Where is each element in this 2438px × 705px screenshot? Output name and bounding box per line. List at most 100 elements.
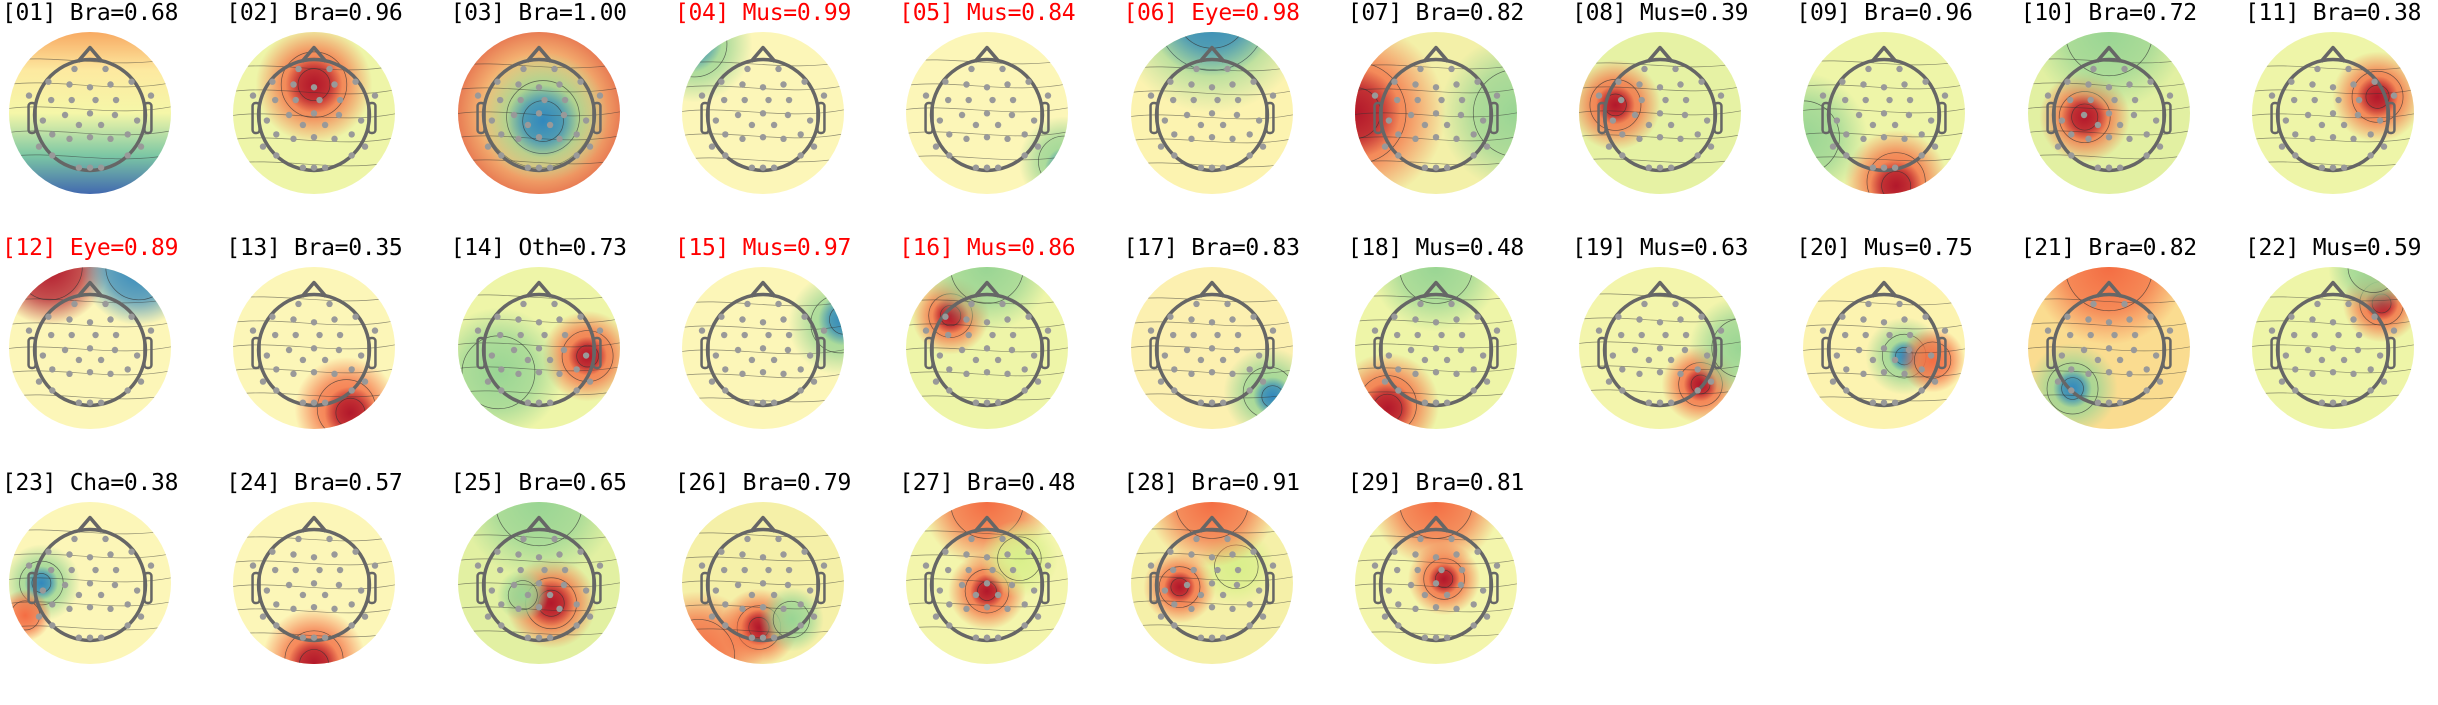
electrode-marker — [1470, 366, 1477, 373]
electrode-marker — [1906, 111, 1913, 119]
nose-icon — [973, 280, 1001, 298]
electrode-marker — [300, 121, 307, 129]
ear-left-icon — [27, 571, 37, 605]
electrode-marker — [995, 356, 1002, 364]
electrode-marker — [322, 356, 329, 364]
electrode-marker — [1860, 370, 1868, 378]
electrode-marker — [1493, 92, 1500, 99]
electrode-marker — [1843, 152, 1850, 159]
electrode-marker — [1698, 78, 1705, 85]
electrode-marker — [2345, 300, 2352, 308]
electrode-marker — [1234, 566, 1241, 574]
electrode-marker — [2105, 319, 2112, 326]
electrode-marker — [1213, 331, 1221, 339]
electrode-marker — [1417, 300, 1424, 308]
electrode-marker — [1223, 65, 1231, 73]
electrode-marker — [273, 387, 280, 394]
electrode-marker — [1147, 327, 1154, 334]
electrode-marker — [1432, 164, 1439, 171]
electrode-marker — [300, 591, 307, 599]
ear-left-icon — [1597, 336, 1607, 370]
electrode-marker — [2087, 331, 2094, 339]
electrode-marker — [311, 133, 318, 141]
electrode-marker — [1004, 605, 1011, 613]
electrode-marker — [336, 346, 343, 354]
electrode-marker — [1197, 121, 1204, 129]
topomap-panel: [01] Bra=0.68 — [0, 0, 224, 235]
electrode-marker — [35, 143, 43, 150]
electrode-marker — [1169, 566, 1176, 574]
contour-line — [2027, 321, 2190, 328]
contour-line — [1579, 109, 1742, 116]
electrode-marker — [785, 331, 793, 339]
electrode-marker — [2350, 316, 2357, 323]
ear-right-icon — [1040, 571, 1050, 605]
electrode-marker — [806, 352, 814, 359]
electrode-marker — [286, 581, 293, 589]
electrode-marker — [718, 78, 725, 85]
electrode-marker — [698, 327, 706, 334]
electrode-marker — [721, 387, 729, 394]
electrode-marker — [1860, 135, 1868, 143]
component-title: [25] Bra=0.65 — [450, 470, 627, 496]
contour-line — [1354, 61, 1407, 165]
electrode-marker — [97, 399, 105, 406]
electrode-marker — [936, 587, 944, 594]
ear-left-icon — [475, 336, 486, 370]
electrode-marker — [1474, 78, 1481, 85]
electrode-marker — [1208, 319, 1215, 326]
electrode-marker — [923, 92, 930, 99]
electrode-marker — [75, 164, 83, 171]
electrode-marker — [1197, 634, 1204, 641]
ear-right-icon — [816, 336, 826, 370]
electrode-marker — [1414, 331, 1421, 339]
electrode-marker — [946, 387, 953, 394]
electrode-marker — [1432, 133, 1439, 141]
electrode-marker — [1245, 622, 1253, 629]
electrode-marker — [560, 346, 567, 354]
electrode-marker — [497, 601, 505, 608]
electrode-marker — [260, 378, 267, 385]
scalp-topomap — [9, 32, 171, 194]
contour-line — [457, 605, 620, 612]
electrode-marker — [25, 327, 33, 334]
contour-line — [2252, 136, 2414, 143]
electrode-marker — [66, 135, 73, 143]
electrode-marker — [1407, 346, 1415, 354]
electrode-marker — [1219, 634, 1226, 641]
electrode-marker — [555, 551, 563, 558]
electrode-marker — [1618, 96, 1625, 104]
electrode-marker — [1901, 316, 1909, 323]
electrode-marker — [1391, 78, 1398, 85]
electrode-marker — [2087, 96, 2094, 104]
electrode-marker — [720, 566, 728, 574]
electrode-marker — [524, 121, 531, 129]
electrode-marker — [720, 96, 728, 104]
electrode-marker — [946, 131, 953, 138]
electrode-marker — [1432, 319, 1439, 326]
electrode-marker — [1391, 313, 1398, 320]
electrode-marker — [1004, 81, 1011, 88]
electrode-marker — [535, 399, 542, 406]
electrode-marker — [1906, 346, 1913, 354]
electrode-marker — [770, 399, 778, 406]
electrode-marker — [759, 603, 767, 611]
electrode-marker — [1219, 164, 1226, 171]
component-title: [07] Bra=0.82 — [1347, 0, 1524, 26]
contour-line — [1803, 131, 1966, 138]
electrode-marker — [1010, 566, 1017, 574]
contour-line — [2252, 319, 2414, 326]
ear-right-icon — [2386, 101, 2396, 135]
electrode-marker — [784, 111, 792, 119]
electrode-marker — [2130, 346, 2137, 354]
scalp-topomap — [1803, 32, 1966, 194]
electrode-marker — [92, 566, 99, 574]
electrode-marker — [1255, 117, 1262, 124]
electrode-marker — [759, 164, 767, 171]
electrode-marker — [546, 121, 553, 129]
ear-right-icon — [1937, 101, 1948, 135]
ear-left-icon — [251, 336, 262, 370]
electrode-marker — [1901, 135, 1909, 143]
electrode-marker — [1190, 566, 1197, 574]
electrode-marker — [2126, 81, 2133, 88]
